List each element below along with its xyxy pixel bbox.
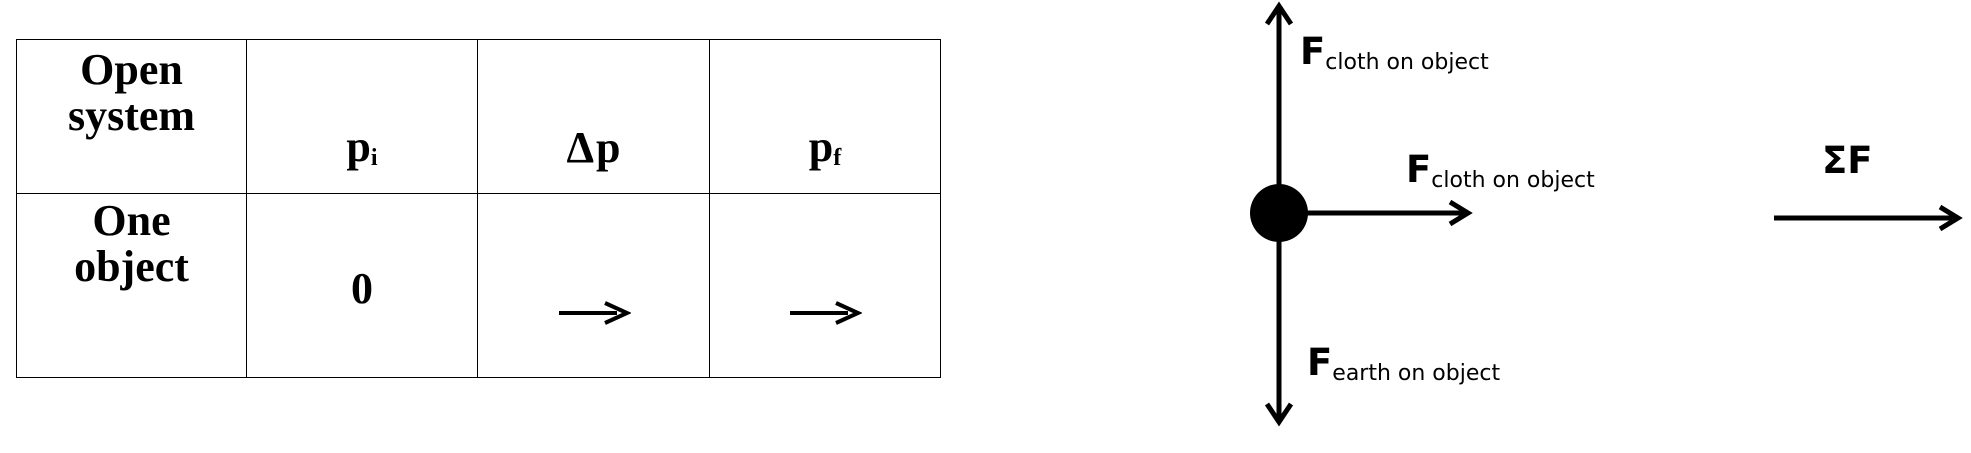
force-label-up: Fcloth on object [1300,30,1489,75]
table-header-row: Open system pi Δp pf [16,39,941,194]
object-label-line2: object [74,242,189,292]
up-arrowhead-icon [1264,1,1294,26]
momentum-table: Open system pi Δp pf One object 0 [16,39,941,378]
momentum-change-header: Δp [477,39,710,194]
down-arrowhead-icon [1264,402,1294,427]
pi-main: p [346,121,371,171]
force-label-down: Fearth on object [1307,341,1500,386]
momentum-change-arrow-cell [477,193,710,378]
net-force-arrowhead-icon [1938,204,1963,232]
force-label-right: Fcloth on object [1406,148,1595,193]
pf-sub: f [833,144,842,171]
pi-sub: i [370,144,378,171]
table-row-one-object: One object 0 [16,193,941,378]
right-arrowhead-icon [1448,199,1473,227]
final-momentum-header: pf [709,39,941,194]
final-momentum-arrow-cell [709,193,941,378]
object-label-line1: One [92,196,171,245]
delta-symbol: Δ [566,122,597,172]
pf-main: p [808,121,834,171]
system-label-line2: system [67,91,196,141]
object-label-cell: One object [16,193,247,378]
object-dot [1250,184,1308,242]
dp-right-arrow-icon [558,300,632,325]
system-label-line1: Open [80,45,183,94]
net-force-label: ΣF [1822,139,1873,182]
system-header-cell: Open system [16,39,247,194]
dp-main: p [596,122,621,172]
pf-right-arrow-icon [790,300,863,325]
